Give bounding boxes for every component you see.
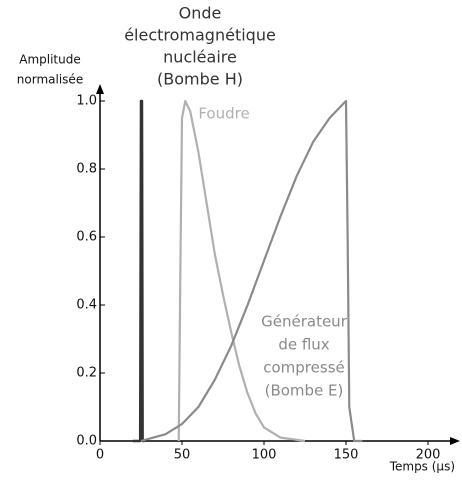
y-tick-label: 0.6 — [76, 230, 97, 245]
x-axis-label: Temps (µs) — [389, 460, 455, 474]
y-axis-label: normalisée — [17, 73, 83, 87]
y-arrow — [96, 84, 104, 94]
x-tick-label: 100 — [252, 448, 277, 463]
series-line — [177, 99, 306, 443]
series-label: nucléaire — [163, 48, 237, 67]
x-tick-label: 150 — [334, 448, 359, 463]
series-label: (Bombe H) — [157, 70, 243, 89]
x-tick-label: 200 — [416, 448, 441, 463]
y-tick-label: 0.4 — [76, 298, 97, 313]
series-label: (Bombe E) — [265, 382, 344, 400]
series-label: de flux — [278, 336, 329, 354]
x-arrow — [450, 437, 460, 445]
y-tick-label: 0.0 — [76, 434, 97, 449]
series-label: Onde — [179, 4, 222, 23]
series-line — [140, 99, 363, 443]
y-tick-label: 1.0 — [76, 94, 97, 109]
series-label: électromagnétique — [124, 26, 276, 45]
y-tick-label: 0.2 — [76, 366, 97, 381]
y-axis-label: Amplitude — [19, 53, 81, 67]
x-tick-label: 0 — [96, 448, 104, 463]
x-tick-label: 50 — [174, 448, 191, 463]
series-label: Générateur — [261, 313, 348, 331]
series-label: Foudre — [198, 105, 249, 123]
series-line — [132, 99, 145, 443]
series-label: compressé — [263, 359, 344, 377]
y-tick-label: 0.8 — [76, 162, 97, 177]
